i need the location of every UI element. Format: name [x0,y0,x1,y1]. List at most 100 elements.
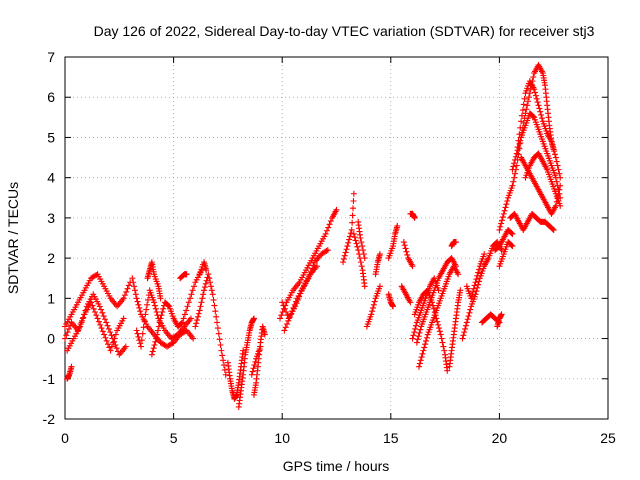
data-point [107,329,114,336]
data-point [325,224,332,231]
data-point [105,325,112,332]
data-point [134,298,141,305]
data-point [464,316,471,323]
data-point [416,360,423,367]
data-point [205,271,212,278]
data-point [361,255,368,262]
data-point [286,314,293,321]
data-point [349,212,356,219]
x-axis-label: GPS time / hours [283,458,390,474]
data-point [150,345,157,352]
data-point [518,112,525,119]
data-point [555,166,562,173]
data-point [410,332,417,339]
data-point [152,305,159,312]
data-point [460,332,467,339]
data-point [134,330,141,337]
data-point [75,327,82,334]
data-point [207,283,214,290]
data-point [68,363,75,370]
data-point [360,251,367,258]
data-point [184,303,191,310]
data-point [112,331,119,338]
data-point [153,335,160,342]
data-point [533,95,540,102]
data-point [376,251,383,258]
data-point [368,311,375,318]
data-point [138,343,145,350]
data-point [102,334,109,341]
data-point [516,140,523,147]
data-point [513,150,520,157]
data-point [412,322,419,329]
data-point [418,354,425,361]
data-point [552,154,559,161]
data-point [283,309,290,316]
data-point [323,227,330,234]
axis-ticks: 0 5 10 15 20 25 -2 -1 0 1 2 3 4 5 6 7 [43,49,616,446]
data-point [512,153,519,160]
data-point [285,317,292,324]
data-point [105,341,112,348]
data-point [129,275,136,282]
data-point [532,89,539,96]
data-point [323,247,330,254]
data-point [504,197,511,204]
data-point [151,302,158,309]
data-point [144,301,151,308]
data-point [510,163,517,170]
data-point [348,226,355,233]
data-point [512,170,519,177]
data-point [208,287,215,294]
data-point [532,92,539,99]
data-point [140,324,147,331]
data-point [214,325,221,332]
data-point [501,207,508,214]
data-point [463,319,470,326]
data-point [193,320,200,327]
x-tick-label: 25 [600,430,616,446]
data-point [131,283,138,290]
data-point [511,174,518,181]
data-point [277,315,284,322]
data-point [110,339,117,346]
data-point [281,305,288,312]
data-point [213,313,220,320]
data-point [139,330,146,337]
data-point [557,182,564,189]
data-point [417,357,424,364]
data-point [120,295,127,302]
data-point [502,204,509,211]
data-point [289,308,296,315]
data-point [123,288,130,295]
data-point [411,329,418,336]
data-point [411,214,418,221]
data-point [525,94,532,101]
data-point [440,343,447,350]
data-point [423,334,430,341]
y-tick-label: 0 [47,331,55,347]
data-point [212,308,219,315]
data-point [78,317,85,324]
data-point [63,332,70,339]
data-point [350,205,357,212]
data-point [444,367,451,374]
data-point [498,220,505,227]
data-point [552,151,559,158]
data-point [530,113,537,120]
data-point [421,344,428,351]
data-point [409,335,416,342]
data-point [525,98,532,105]
data-point [548,138,555,145]
data-point [534,99,541,106]
data-point [111,335,118,342]
data-point [188,291,195,298]
data-point [342,249,349,256]
data-point [509,243,516,250]
data-point [538,111,545,118]
data-point [281,327,288,334]
data-point [475,266,482,273]
y-tick-label: 2 [47,250,55,266]
data-point [219,352,226,359]
data-point [149,348,156,355]
